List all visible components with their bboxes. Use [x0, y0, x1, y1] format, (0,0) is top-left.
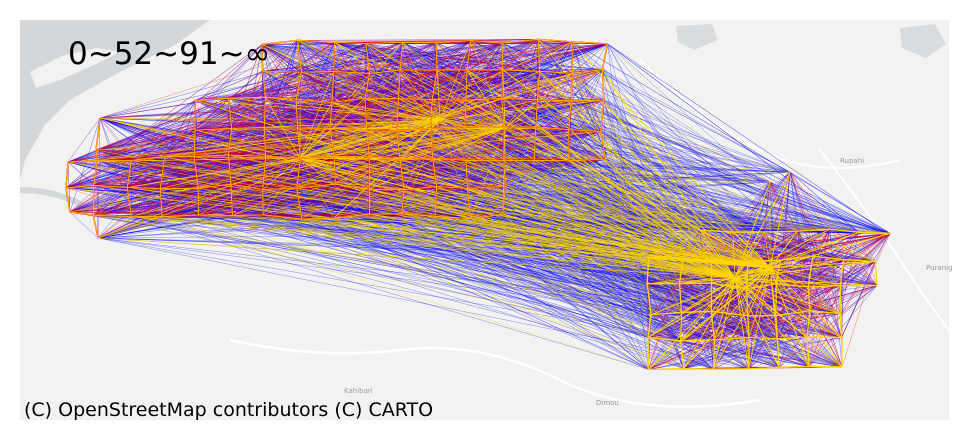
network-edge [602, 69, 771, 183]
network-edge [603, 99, 791, 173]
network-edge [69, 211, 99, 239]
network-edge [65, 44, 263, 189]
network-edge [95, 97, 266, 151]
network-edge [228, 97, 266, 156]
network-edge [297, 40, 771, 183]
network-edge [97, 160, 506, 187]
network-edge [264, 98, 297, 128]
network-edge [67, 42, 403, 163]
network-edge [265, 156, 681, 342]
place-label: Rupahi [840, 157, 864, 165]
network-edge [297, 40, 331, 129]
network-edge [228, 154, 780, 368]
road-line [229, 338, 761, 408]
network-edge [466, 69, 749, 369]
road-line [819, 149, 950, 331]
network-edge [396, 130, 891, 234]
network-edge [607, 43, 889, 235]
network-edge [261, 42, 437, 45]
place-label: Dimou [596, 399, 619, 407]
network-edge [605, 158, 809, 288]
network-edge [533, 69, 603, 161]
network-edge [334, 40, 471, 43]
network-edge [67, 97, 229, 163]
network-edge [297, 40, 601, 132]
water-body [676, 24, 718, 50]
network-edge [297, 40, 648, 285]
place-label: Puranig [926, 264, 953, 272]
network-edge [65, 160, 98, 189]
network-edge [97, 117, 101, 239]
network-edge [334, 41, 569, 130]
network-edge [160, 188, 402, 215]
network-edge [301, 42, 503, 73]
network-edge [67, 71, 302, 163]
network-edge [131, 216, 780, 368]
network-edge [231, 98, 399, 129]
network-edge [67, 117, 101, 163]
network-edge [261, 44, 366, 99]
network-edge [97, 102, 333, 161]
network-edge [501, 39, 539, 99]
network-edge [502, 69, 715, 341]
network-edge [331, 42, 403, 103]
network-edge [535, 126, 570, 161]
network-edge [537, 39, 602, 132]
network-edge [164, 99, 196, 157]
network-edge [194, 129, 504, 161]
river-island [30, 48, 120, 88]
network-edge [230, 128, 331, 185]
network-edge [99, 43, 367, 119]
network-edge [400, 160, 684, 369]
network-edge [261, 44, 503, 71]
network-edge [297, 39, 539, 41]
network-edge [131, 99, 467, 161]
network-edge [127, 40, 298, 188]
network-edge [97, 215, 233, 239]
network-edge [436, 69, 603, 187]
network-edge [364, 43, 367, 99]
network-edge [334, 41, 467, 71]
network-edge [230, 183, 684, 369]
network-edge [502, 42, 573, 74]
place-label: Kahibari [344, 387, 373, 395]
network-edge [607, 43, 781, 261]
network-edge [262, 41, 573, 72]
network-edge [69, 128, 232, 213]
network-edge [365, 43, 540, 72]
network-edge [97, 99, 196, 161]
road-line [639, 59, 901, 169]
network-edge [97, 71, 302, 239]
water-body [900, 24, 946, 58]
network-edge [67, 161, 132, 217]
network-edge [297, 127, 781, 261]
network-edge [398, 39, 539, 99]
network-edge [69, 40, 471, 213]
network-edge [97, 160, 302, 220]
network-edge [164, 71, 302, 157]
network-edge [232, 97, 266, 216]
network-edge [571, 41, 891, 234]
network-edge [131, 160, 750, 338]
network-edge [369, 39, 539, 74]
network-edge [502, 69, 765, 233]
network-edge [195, 70, 263, 101]
